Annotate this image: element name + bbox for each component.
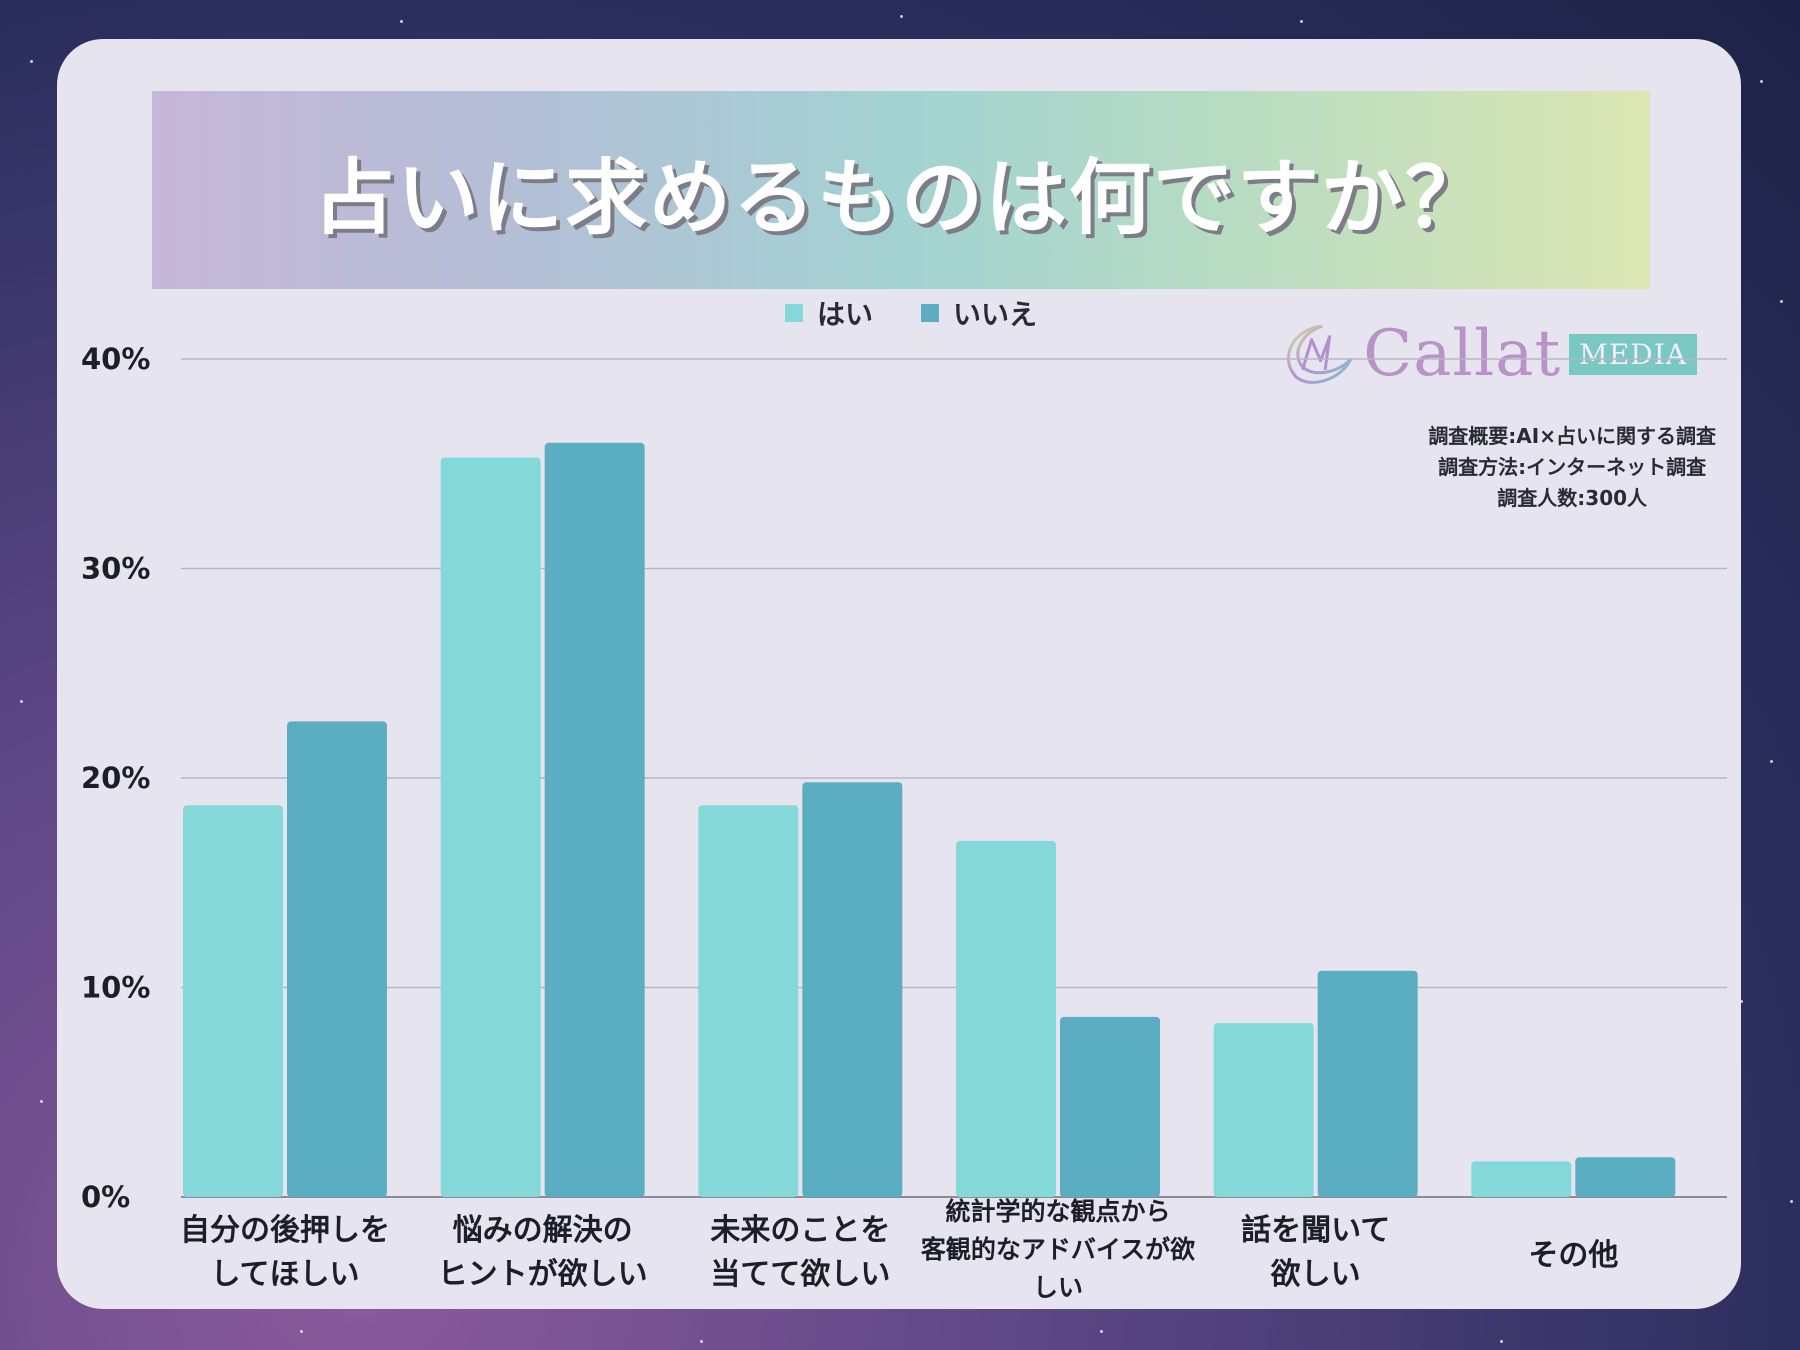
y-tick-label: 30% [81, 552, 150, 586]
logo-media-badge: MEDIA [1569, 333, 1697, 375]
background-star [1780, 300, 1783, 303]
survey-summary: 調査概要:AI×占いに関する調査 [1428, 424, 1716, 448]
x-category-label: 統計学的な観点から客観的なアドバイスが欲しい [921, 1197, 1195, 1302]
bar-no [287, 721, 387, 1197]
x-category-label: 悩みの解決のヒントが欲しい [438, 1213, 648, 1292]
bar-yes [1213, 1023, 1314, 1197]
legend-item-yes: はい [785, 293, 873, 333]
logo-wordmark: Callat [1363, 317, 1562, 391]
y-tick-label: 20% [81, 761, 150, 795]
bar-no [1317, 970, 1418, 1197]
bar-chart: 0% 10% 20% 30% 40% 自分の後押しをしてほしい悩みの解決のヒントが欲しい未… [81, 342, 1727, 1302]
bar-yes [956, 840, 1056, 1197]
bar-no [802, 782, 903, 1197]
background-star [1770, 760, 1773, 763]
y-tick-label: 10% [81, 971, 150, 1005]
bar-yes [440, 457, 541, 1198]
background-star [1740, 1000, 1743, 1003]
background-star [400, 20, 403, 23]
x-category-label: 話を聞いて欲しい [1241, 1213, 1390, 1292]
background-star [1300, 20, 1303, 23]
background-star [1500, 1340, 1503, 1343]
legend-item-no: いいえ [921, 293, 1037, 333]
legend-swatch-no [921, 304, 940, 322]
y-tick-label: 40% [81, 342, 150, 376]
background-star [40, 1100, 43, 1103]
survey-count: 調査人数:300人 [1497, 486, 1648, 510]
chart-card: 占いに求めるものは何ですか？ はい いいえ Callat MEDIA [57, 39, 1741, 1309]
bar-yes [698, 805, 799, 1197]
x-category-label: 未来のことを当てて欲しい [710, 1213, 890, 1292]
legend-label-no: いいえ [953, 298, 1038, 331]
survey-info: 調査概要:AI×占いに関する調査 調査方法:インターネット調査 調査人数:300… [1428, 421, 1716, 514]
bar-no [544, 442, 645, 1197]
bar-no [1575, 1157, 1676, 1197]
background-star [30, 60, 33, 63]
x-category-label: その他 [1528, 1238, 1618, 1273]
bar-yes [1471, 1161, 1572, 1197]
bar-no [1060, 1016, 1160, 1197]
y-tick-label: 0% [81, 1180, 130, 1214]
chart-title: 占いに求めるものは何ですか？ [312, 150, 1489, 246]
survey-method: 調査方法:インターネット調査 [1438, 455, 1707, 479]
bar-yes [183, 805, 283, 1197]
background-star [900, 15, 903, 18]
background-star [1760, 80, 1763, 83]
background-star [1100, 1330, 1103, 1333]
legend: はい いいえ [785, 293, 1037, 333]
legend-label-yes: はい [817, 298, 874, 331]
legend-swatch-yes [785, 304, 803, 322]
background-star [300, 1330, 303, 1333]
background-star [20, 700, 23, 703]
background-star [1790, 1200, 1793, 1203]
title-banner: 占いに求めるものは何ですか？ [152, 91, 1650, 289]
x-category-label: 自分の後押しをしてほしい [180, 1213, 390, 1292]
background-star [700, 1340, 703, 1343]
